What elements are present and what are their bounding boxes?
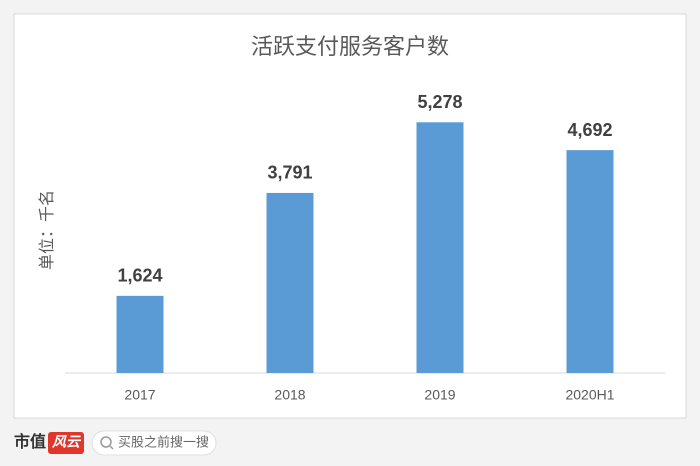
data-label: 5,278: [417, 92, 462, 112]
bar: [116, 295, 164, 373]
logo-box: [48, 432, 84, 454]
x-tick-label: 2018: [274, 387, 305, 403]
search-icon-handle: [109, 445, 114, 450]
data-label: 1,624: [117, 266, 162, 286]
chart-title: 活跃支付服务客户数: [251, 34, 449, 59]
logo: 风云: [52, 434, 82, 450]
search-placeholder: 买股之前搜一搜: [118, 434, 209, 449]
x-tick-label: 2019: [424, 387, 455, 403]
bar: [566, 150, 614, 373]
data-label: 4,692: [567, 120, 612, 140]
y-axis-label: 单位：千名: [38, 190, 56, 270]
brand: 市值: [14, 432, 46, 451]
search-box[interactable]: [91, 430, 217, 456]
x-tick-label: 2017: [124, 387, 155, 403]
bar: [416, 122, 464, 373]
bar: [266, 192, 314, 373]
x-tick-label: 2020H1: [565, 387, 614, 403]
data-label: 3,791: [267, 163, 312, 183]
search-icon: [100, 436, 112, 448]
